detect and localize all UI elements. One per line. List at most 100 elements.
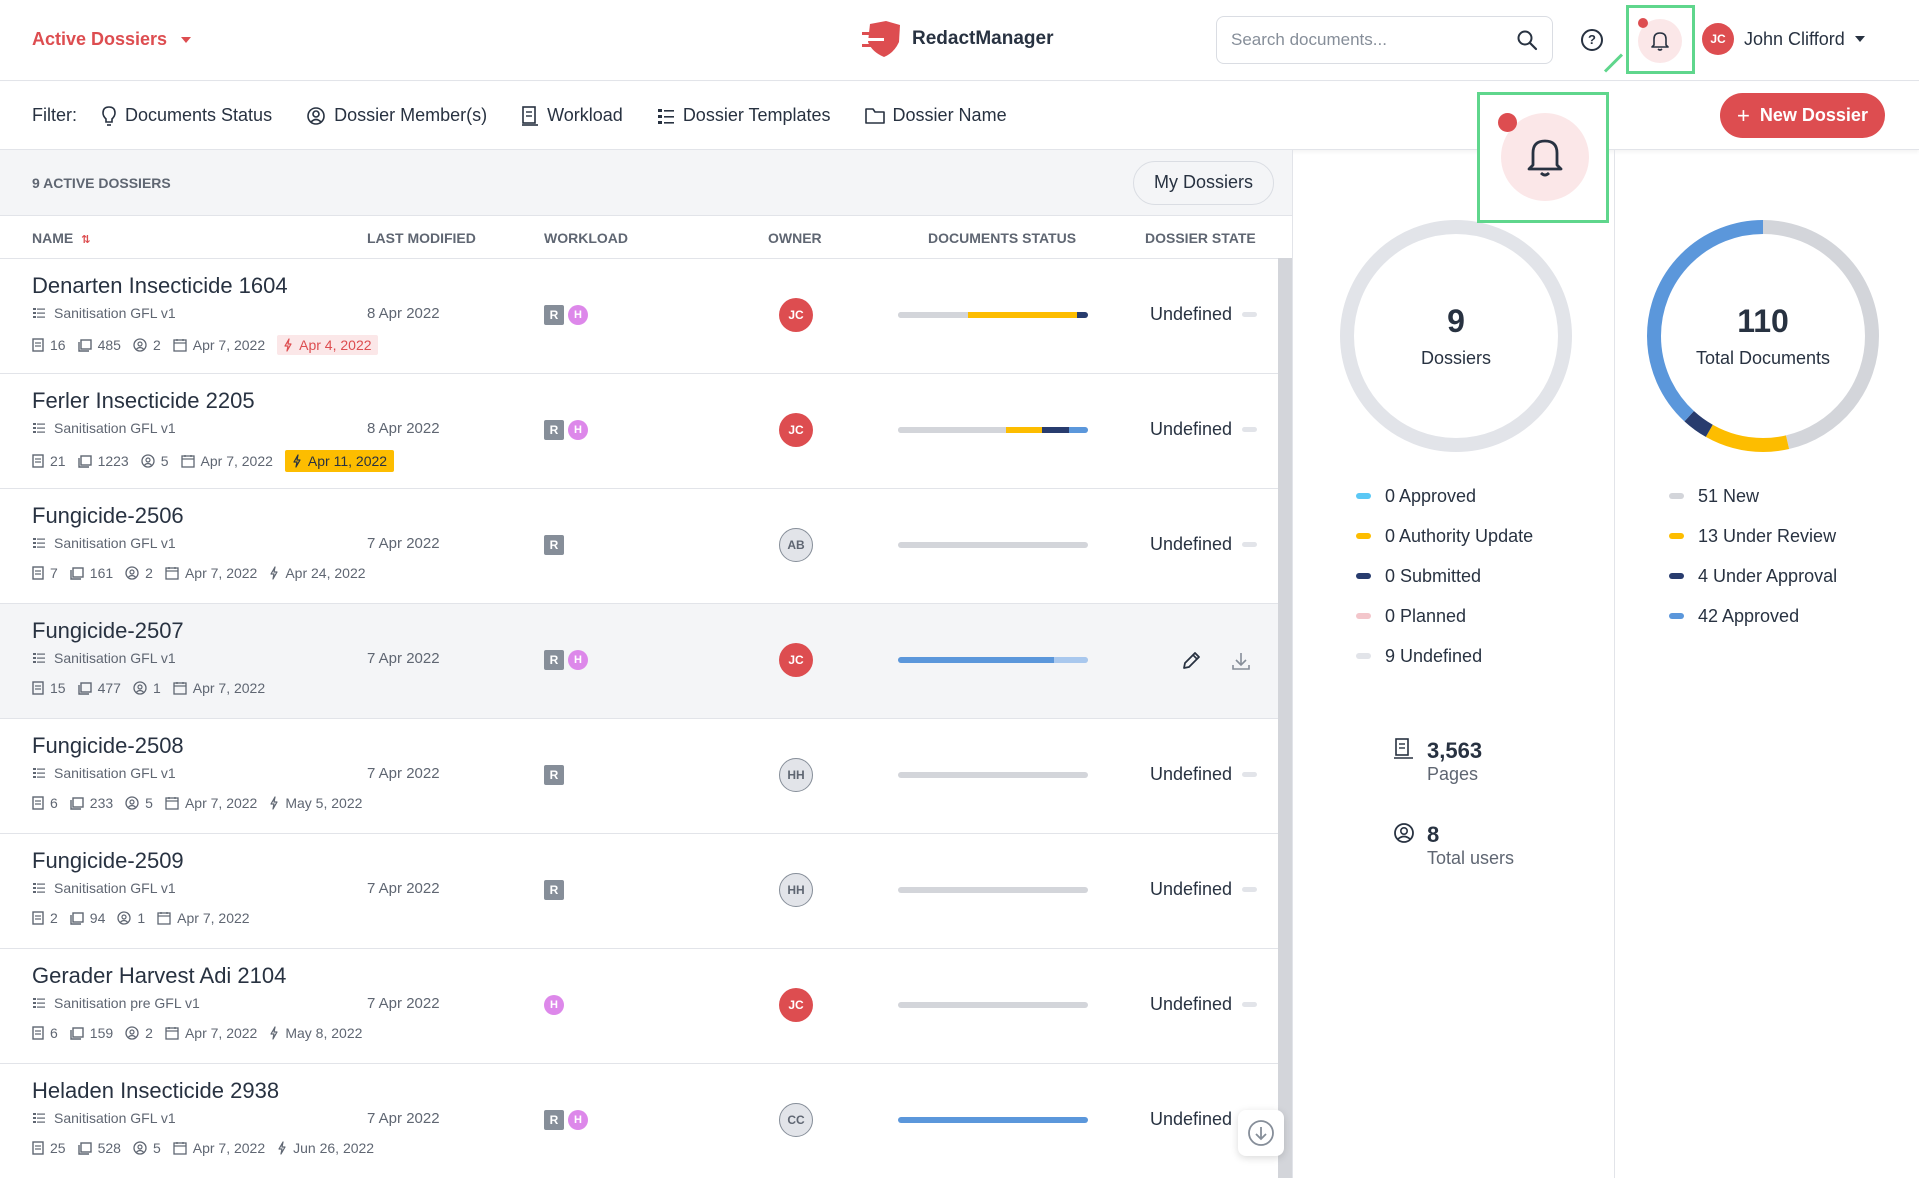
dossier-name[interactable]: Gerader Harvest Adi 2104 bbox=[32, 963, 287, 988]
reviewer-badge: R bbox=[544, 650, 564, 670]
user-menu[interactable]: JC John Clifford bbox=[1702, 23, 1865, 55]
dossier-name[interactable]: Denarten Insecticide 1604 bbox=[32, 273, 288, 298]
dossier-template: Sanitisation GFL v1 bbox=[32, 765, 176, 781]
table-row[interactable]: Fungicide-2509 Sanitisation GFL v1 2 94 … bbox=[0, 834, 1292, 949]
owner-avatar[interactable]: HH bbox=[779, 873, 813, 907]
download-icon[interactable] bbox=[1230, 650, 1252, 672]
legend-item[interactable]: 0 Planned bbox=[1356, 596, 1533, 636]
legend-item[interactable]: 13 Under Review bbox=[1669, 516, 1837, 556]
dossiers-legend: 0 Approved 0 Authority Update 0 Submitte… bbox=[1356, 476, 1533, 676]
list-header: 9 ACTIVE DOSSIERS My Dossiers bbox=[0, 150, 1292, 216]
workload: R bbox=[544, 535, 564, 555]
template-icon bbox=[33, 998, 45, 1008]
table-row[interactable]: Gerader Harvest Adi 2104 Sanitisation pr… bbox=[0, 949, 1292, 1064]
active-dossiers-count: 9 ACTIVE DOSSIERS bbox=[32, 174, 171, 191]
pages-icon bbox=[70, 796, 84, 810]
documents-status-bar[interactable] bbox=[898, 312, 1088, 318]
owner-avatar[interactable]: JC bbox=[779, 298, 813, 332]
pages-count: 161 bbox=[70, 565, 113, 581]
my-dossiers-button[interactable]: My Dossiers bbox=[1132, 160, 1274, 205]
documents-status-bar[interactable] bbox=[898, 887, 1088, 893]
created-date: Apr 7, 2022 bbox=[180, 453, 273, 469]
search-icon[interactable] bbox=[1516, 29, 1538, 51]
legend-item[interactable]: 0 Approved bbox=[1356, 476, 1533, 516]
legend-item[interactable]: 0 Authority Update bbox=[1356, 516, 1533, 556]
help-icon[interactable]: ? bbox=[1581, 29, 1603, 51]
status-segment bbox=[1076, 312, 1088, 318]
app-logo[interactable]: RedactManager bbox=[862, 20, 1054, 58]
template-icon bbox=[33, 883, 45, 893]
created-date-text: Apr 7, 2022 bbox=[192, 337, 266, 353]
column-name[interactable]: NAME ⇅ bbox=[32, 230, 90, 246]
table-row[interactable]: Fungicide-2507 Sanitisation GFL v1 15 47… bbox=[0, 604, 1292, 719]
dossier-name[interactable]: Fungicide-2507 bbox=[32, 618, 184, 643]
state-indicator bbox=[1242, 772, 1258, 777]
owner-avatar[interactable]: JC bbox=[779, 413, 813, 447]
table-row[interactable]: Fungicide-2508 Sanitisation GFL v1 6 233… bbox=[0, 719, 1292, 834]
scroll-down-button[interactable] bbox=[1238, 1110, 1284, 1156]
notifications-button[interactable] bbox=[1638, 19, 1682, 63]
filter-documents-status[interactable]: Documents Status bbox=[101, 105, 272, 126]
dossier-rows: Denarten Insecticide 1604 Sanitisation G… bbox=[0, 259, 1292, 1178]
template-icon bbox=[33, 1113, 45, 1123]
pages-icon bbox=[77, 338, 92, 352]
column-documents-status[interactable]: DOCUMENTS STATUS bbox=[928, 230, 1077, 246]
filter-dossier-templates[interactable]: Dossier Templates bbox=[657, 105, 831, 126]
owner-avatar[interactable]: AB bbox=[779, 528, 813, 562]
dossier-template-text: Sanitisation GFL v1 bbox=[54, 650, 176, 666]
documents-count: 110 bbox=[1737, 303, 1789, 339]
documents-status-bar[interactable] bbox=[898, 772, 1088, 778]
filter-dossier-name[interactable]: Dossier Name bbox=[864, 105, 1007, 126]
owner-avatar[interactable]: JC bbox=[779, 643, 813, 677]
dossier-name[interactable]: Fungicide-2508 bbox=[32, 733, 184, 758]
pages-kpi: 3,563 Pages bbox=[1393, 738, 1482, 785]
documents-status-bar[interactable] bbox=[898, 542, 1088, 548]
dossier-template: Sanitisation GFL v1 bbox=[32, 650, 176, 666]
edit-icon[interactable] bbox=[1180, 650, 1202, 672]
owner-avatar[interactable]: JC bbox=[779, 988, 813, 1022]
column-owner[interactable]: OWNER bbox=[768, 230, 822, 246]
bell-zoom-circle bbox=[1501, 113, 1589, 201]
filter-workload[interactable]: Workload bbox=[521, 105, 623, 126]
legend-item[interactable]: 9 Undefined bbox=[1356, 636, 1533, 676]
column-dossier-state[interactable]: DOSSIER STATE bbox=[1145, 230, 1256, 246]
dossier-name[interactable]: Ferler Insecticide 2205 bbox=[32, 388, 255, 413]
dossier-name[interactable]: Heladen Insecticide 2938 bbox=[32, 1078, 280, 1103]
dossier-meta: 6 159 2 Apr 7, 2022 May 8, 2022 bbox=[32, 1025, 362, 1041]
legend-item[interactable]: 51 New bbox=[1669, 476, 1837, 516]
active-dossiers-dropdown[interactable]: Active Dossiers bbox=[32, 29, 192, 50]
documents-status-bar[interactable] bbox=[898, 427, 1088, 433]
column-workload[interactable]: WORKLOAD bbox=[544, 230, 628, 246]
legend-item[interactable]: 0 Submitted bbox=[1356, 556, 1533, 596]
legend-item[interactable]: 4 Under Approval bbox=[1669, 556, 1837, 596]
documents-status-bar[interactable] bbox=[898, 1117, 1088, 1123]
hint-badge: H bbox=[568, 650, 588, 670]
scrollbar[interactable] bbox=[1278, 258, 1292, 1178]
column-last-modified[interactable]: LAST MODIFIED bbox=[367, 230, 476, 246]
table-row[interactable]: Ferler Insecticide 2205 Sanitisation GFL… bbox=[0, 374, 1292, 489]
documents-count: 21 bbox=[32, 453, 66, 469]
table-row[interactable]: Fungicide-2506 Sanitisation GFL v1 7 161… bbox=[0, 489, 1292, 604]
dossier-state: Undefined bbox=[1150, 534, 1258, 555]
table-row[interactable]: Denarten Insecticide 1604 Sanitisation G… bbox=[0, 259, 1292, 374]
deadline-icon bbox=[278, 1141, 286, 1155]
user-circle-icon bbox=[307, 106, 325, 125]
search-input[interactable] bbox=[1231, 30, 1516, 50]
search-box[interactable] bbox=[1216, 16, 1553, 64]
top-bar: Active Dossiers RedactManager ? JC John … bbox=[0, 0, 1919, 81]
documents-status-bar[interactable] bbox=[898, 657, 1088, 663]
template-icon bbox=[33, 768, 45, 778]
status-segment bbox=[1006, 427, 1043, 433]
documents-status-bar[interactable] bbox=[898, 1002, 1088, 1008]
chevron-down-icon bbox=[1854, 36, 1865, 42]
filter-dossier-members[interactable]: Dossier Member(s) bbox=[306, 105, 487, 126]
legend-item[interactable]: 42 Approved bbox=[1669, 596, 1837, 636]
owner-avatar[interactable]: HH bbox=[779, 758, 813, 792]
dossier-name[interactable]: Fungicide-2509 bbox=[32, 848, 184, 873]
new-dossier-button[interactable]: + New Dossier bbox=[1720, 93, 1885, 138]
table-row[interactable]: Heladen Insecticide 2938 Sanitisation GF… bbox=[0, 1064, 1292, 1178]
dossier-name[interactable]: Fungicide-2506 bbox=[32, 503, 184, 528]
created-date-text: Apr 7, 2022 bbox=[184, 565, 258, 581]
pages-count: 1223 bbox=[77, 453, 129, 469]
owner-avatar[interactable]: CC bbox=[779, 1103, 813, 1137]
